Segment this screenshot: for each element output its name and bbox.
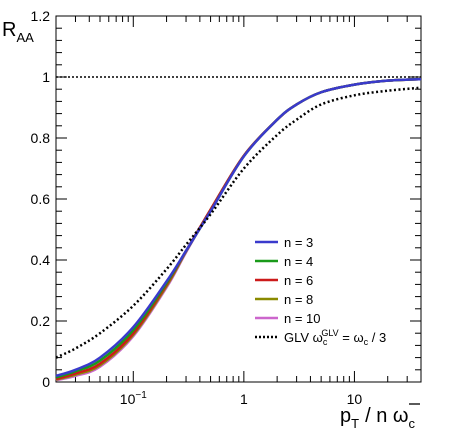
x-axis-title: pT / n ωc xyxy=(340,405,416,431)
y-tick-label: 0.2 xyxy=(31,313,51,329)
plot-frame xyxy=(55,15,422,383)
y-tick-label: 0.8 xyxy=(31,130,51,146)
legend-glv-tail: / 3 xyxy=(368,330,386,345)
series-line-n-10 xyxy=(55,77,422,382)
y-axis-tick-labels: 0 0.2 0.4 0.6 0.8 1 1.2 xyxy=(31,8,51,390)
y-axis-title-sub: AA xyxy=(16,30,34,45)
series-line-n-8 xyxy=(55,77,422,381)
legend: n = 3 n = 4 n = 6 n = 8 n = 10 GLV ωcGLV… xyxy=(255,235,386,347)
x-axis-title-omega-sub: c xyxy=(409,416,416,431)
y-tick-label: 0.4 xyxy=(31,252,51,268)
axis-ticks xyxy=(55,15,422,383)
legend-label-n3: n = 3 xyxy=(284,235,313,250)
x-axis-title-rest: / n xyxy=(365,405,393,427)
series-line-n-3 xyxy=(55,77,422,378)
y-axis-title-main: R xyxy=(2,19,16,41)
series-line-n-6 xyxy=(55,77,422,381)
legend-label-n10: n = 10 xyxy=(284,311,321,326)
x-tick-label: 1 xyxy=(240,391,248,407)
legend-glv-sub2: c xyxy=(364,337,369,347)
legend-glv-omega2: ω xyxy=(354,330,364,345)
legend-glv-mid: = xyxy=(339,330,354,345)
y-tick-label: 1.2 xyxy=(31,8,51,24)
series-lines xyxy=(55,77,422,382)
legend-label-glv: GLV ωcGLV = ωc / 3 xyxy=(284,328,386,347)
x-axis-title-sub: T xyxy=(351,416,359,431)
y-axis-title: RAA xyxy=(2,19,34,45)
legend-glv-prefix: GLV xyxy=(284,330,313,345)
y-tick-label: 0 xyxy=(42,374,50,390)
x-tick-label: 10 xyxy=(347,391,363,407)
y-tick-label: 0.6 xyxy=(31,191,51,207)
legend-label-n8: n = 8 xyxy=(284,292,313,307)
x-axis-title-omega: ω xyxy=(393,405,409,427)
x-axis-tick-labels: 10−1 1 10 xyxy=(120,390,363,407)
y-tick-label: 1 xyxy=(42,69,50,85)
series-line-glv-c-glv-c-3 xyxy=(55,86,422,359)
legend-glv-sub: c xyxy=(323,337,328,347)
x-axis-title-p: p xyxy=(340,405,351,427)
legend-glv-sup: GLV xyxy=(321,328,338,338)
series-line-n-4 xyxy=(55,77,422,379)
legend-glv-omega: ω xyxy=(313,330,323,345)
legend-label-n4: n = 4 xyxy=(284,254,313,269)
legend-label-n6: n = 6 xyxy=(284,273,313,288)
x-tick-label: 10−1 xyxy=(120,390,147,407)
